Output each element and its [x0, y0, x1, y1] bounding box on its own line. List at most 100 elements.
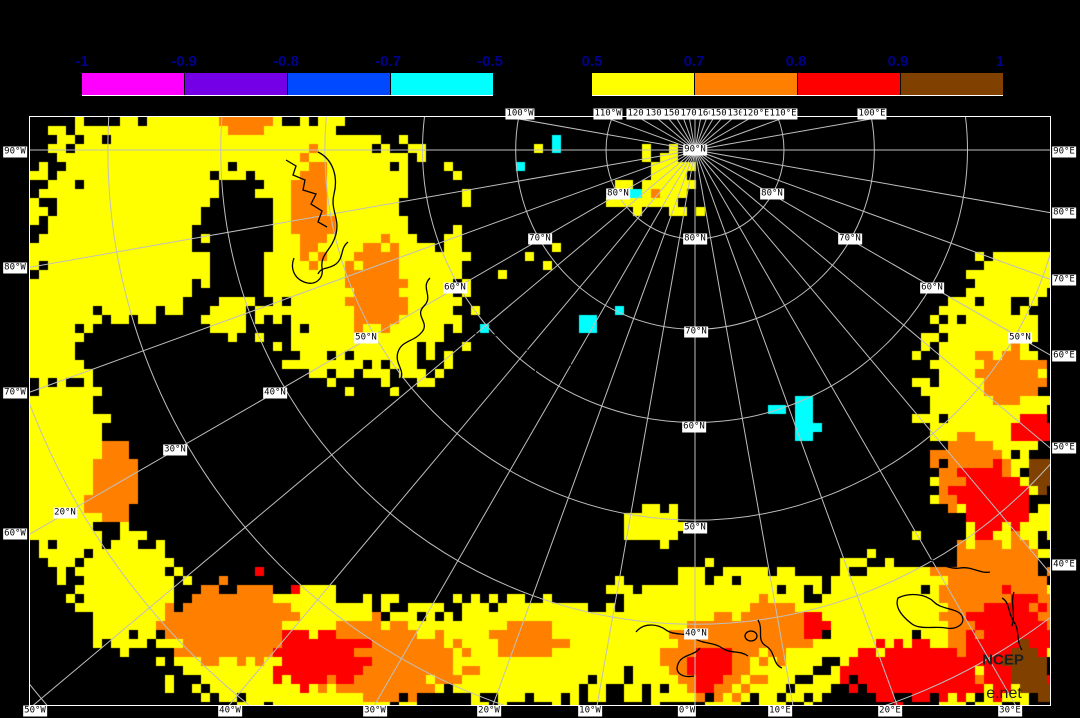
negative-colorbar-segment-3 — [390, 73, 493, 95]
negative-colorbar-tick-label: -0.8 — [273, 53, 299, 70]
graticule-label: 40°W — [218, 705, 242, 717]
positive-colorbar-segment-0 — [592, 73, 694, 95]
graticule — [30, 117, 1050, 705]
latitude-circle-0N — [30, 117, 1050, 705]
meridian-line — [675, 117, 696, 151]
graticule-label: 40°E — [1052, 559, 1076, 571]
graticule-label: 80°N — [683, 233, 707, 245]
graticule-label: 170°W — [679, 108, 709, 120]
coastline-path — [559, 351, 591, 385]
graticule-label: 70°E — [1052, 274, 1076, 286]
coastline-path — [744, 630, 758, 642]
graticule-label: 80°N — [606, 188, 630, 200]
meridian-line — [654, 117, 696, 151]
meridian-line — [682, 117, 696, 151]
graticule-label: 20°N — [53, 507, 77, 519]
coastline-path — [929, 559, 991, 573]
graticule-label: 50°N — [354, 332, 378, 344]
graticule-label: 0°W — [677, 705, 697, 717]
graticule-label: 110°E — [768, 108, 798, 120]
coastline-path — [317, 241, 349, 275]
latitude-circle-40N — [220, 117, 1050, 625]
meridian-line — [492, 149, 696, 705]
graticule-label: 70°W — [3, 387, 27, 399]
negative-colorbar-segment-0 — [82, 73, 184, 95]
graticule-label: 90°E — [1052, 146, 1076, 158]
positive-colorbar-segment-2 — [797, 73, 900, 95]
positive-colorbar-tick-label: 0.8 — [785, 53, 807, 70]
polar-stereographic-map — [29, 116, 1051, 706]
meridian-line — [694, 149, 1050, 449]
negative-colorbar — [82, 73, 493, 96]
coastlines — [285, 151, 1023, 678]
coastline-path — [285, 159, 328, 228]
positive-colorbar-tick-label: 0.9 — [887, 53, 909, 70]
graticule-label: 130°E — [726, 108, 756, 120]
graticule-label: 30°N — [163, 444, 187, 456]
meridian-line — [30, 149, 696, 535]
negative-colorbar-tick-label: -0.5 — [477, 53, 503, 70]
graticule-label: 150°W — [662, 108, 692, 120]
graticule-label: 20°E — [878, 705, 902, 717]
positive-colorbar — [592, 73, 1003, 96]
meridian-line — [694, 149, 1050, 214]
meridian-line — [694, 149, 1017, 705]
positive-colorbar-tick-label: 0.5 — [581, 53, 603, 70]
graticule-label: 100°W — [505, 108, 535, 120]
graticule-label: 70°N — [838, 233, 862, 245]
positive-colorbar-tick-label: 1 — [995, 53, 1005, 70]
graticule-label: 60°N — [443, 282, 467, 294]
graticule-label: 70°N — [528, 233, 552, 245]
meridian-line — [666, 117, 696, 151]
watermark-site: e.net — [986, 685, 1022, 702]
graticule-label: 90°N — [683, 144, 707, 156]
meridian-line — [32, 149, 696, 705]
latitude-circle-10N — [30, 683, 48, 705]
meridian-line — [373, 149, 696, 705]
negative-colorbar-segment-1 — [184, 73, 287, 95]
graticule-label: 60°N — [682, 421, 706, 433]
graticule-label: 120°W — [626, 108, 656, 120]
graticule-label: 90°W — [3, 146, 27, 158]
graticule-label: 70°N — [684, 326, 708, 338]
graticule-label: 150°E — [709, 108, 739, 120]
graticule-label: 30°W — [363, 705, 387, 717]
graticule-label: 40°N — [684, 628, 708, 640]
graticule-label: 100°E — [857, 108, 887, 120]
graticule-label: 60°W — [3, 528, 27, 540]
graticule-label: 10°E — [768, 705, 792, 717]
graticule-and-coastlines — [30, 117, 1050, 705]
latitude-circle-20N — [30, 403, 250, 705]
coastline-path — [1001, 591, 1023, 651]
positive-colorbar-segment-1 — [694, 73, 797, 95]
latitude-circle-30N — [107, 117, 1050, 705]
meridian-line — [30, 149, 696, 393]
meridian-line — [694, 149, 1050, 356]
graticule-label: 20°W — [477, 705, 501, 717]
meridian-line — [636, 117, 696, 151]
graticule-label: 110°W — [593, 108, 623, 120]
watermark-ncep: NCEP — [982, 651, 1024, 669]
coastline-path — [676, 619, 783, 678]
meridian-line — [504, 117, 696, 151]
latitude-circle-50N — [324, 117, 1050, 521]
graticule-label: 50°W — [23, 705, 47, 717]
graticule-label: 60°E — [1052, 350, 1076, 362]
graticule-label: 80°E — [1052, 207, 1076, 219]
graticule-label: 10°W — [578, 705, 602, 717]
meridian-line — [694, 149, 1050, 574]
meridian-line — [602, 117, 696, 151]
meridian-line — [694, 149, 1050, 280]
graticule-label: 120°E — [741, 108, 771, 120]
negative-colorbar-tick-label: -0.7 — [375, 53, 401, 70]
negative-colorbar-segment-2 — [287, 73, 390, 95]
positive-colorbar-segment-3 — [900, 73, 1003, 95]
coastline-path — [469, 331, 541, 383]
graticule-label: 50°N — [683, 522, 707, 534]
coastline-path — [896, 593, 964, 630]
graticule-label: 60°N — [920, 282, 944, 294]
meridian-line — [596, 149, 696, 705]
meridian-line — [694, 149, 794, 705]
graticule-label: 50°E — [1052, 442, 1076, 454]
